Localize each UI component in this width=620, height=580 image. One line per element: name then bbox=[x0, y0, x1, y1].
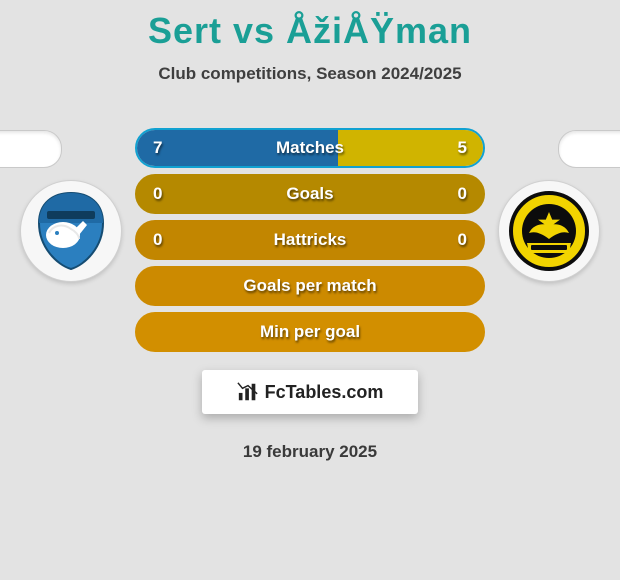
right-club-badge[interactable] bbox=[498, 180, 600, 282]
stat-left-value: 7 bbox=[153, 138, 162, 158]
date-label: 19 february 2025 bbox=[135, 442, 485, 462]
right-player-capsule bbox=[558, 130, 620, 168]
stat-left-value: 0 bbox=[153, 184, 162, 204]
stat-row-goals: 0 Goals 0 bbox=[135, 174, 485, 214]
stat-row-min-per-goal: Min per goal bbox=[135, 312, 485, 352]
fctables-card[interactable]: FcTables.com bbox=[202, 370, 418, 414]
stat-right-value: 0 bbox=[458, 230, 467, 250]
bar-chart-icon bbox=[237, 381, 259, 403]
fctables-brand-text: FcTables.com bbox=[265, 382, 384, 403]
left-player-capsule bbox=[0, 130, 62, 168]
stat-right-value: 5 bbox=[458, 138, 467, 158]
stat-label: Goals bbox=[286, 184, 333, 204]
stat-left-value: 0 bbox=[153, 230, 162, 250]
page-title: Sert vs ÅžiÅŸman bbox=[0, 10, 620, 52]
stat-right-value: 0 bbox=[458, 184, 467, 204]
stat-label: Matches bbox=[276, 138, 344, 158]
stat-row-hattricks: 0 Hattricks 0 bbox=[135, 220, 485, 260]
left-club-badge[interactable] bbox=[20, 180, 122, 282]
malatyaspor-crest-icon bbox=[507, 189, 591, 273]
stat-label: Hattricks bbox=[274, 230, 347, 250]
page-subtitle: Club competitions, Season 2024/2025 bbox=[0, 64, 620, 84]
erzurumspor-crest-icon bbox=[29, 189, 113, 273]
stat-row-matches: 7 Matches 5 bbox=[135, 128, 485, 168]
stat-label: Min per goal bbox=[260, 322, 360, 342]
stat-row-goals-per-match: Goals per match bbox=[135, 266, 485, 306]
stat-label: Goals per match bbox=[243, 276, 376, 296]
